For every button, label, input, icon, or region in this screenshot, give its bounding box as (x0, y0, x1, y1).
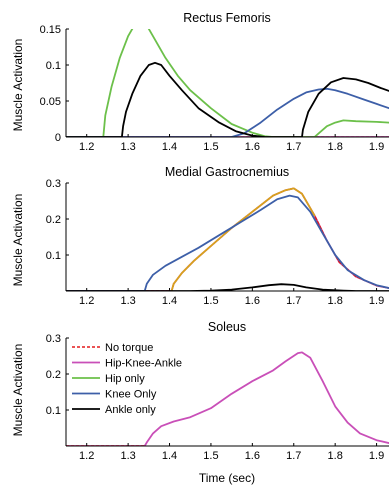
legend: No torque Hip-Knee-Ankle Hip only Knee Only… (72, 342, 182, 416)
x-tick-label: 1.8 (328, 141, 343, 153)
x-tick-label: 1.7 (286, 141, 301, 153)
y-tick-label: 0.1 (46, 250, 61, 262)
chart-title: Rectus Femoris (183, 11, 271, 25)
rectus-femoris-panel: Rectus Femoris Muscle Activation 1.2 1.3 1… (11, 11, 389, 153)
x-tick-label: 1.7 (286, 295, 301, 307)
x-tick-label: 1.2 (79, 141, 94, 153)
plot-area: 1.2 1.3 1.4 1.5 1.6 1.7 1.8 1.9 0.1 0.2 0.3 No torq… (46, 333, 389, 462)
legend-label: Ankle only (105, 404, 156, 416)
y-tick-label: 0.1 (46, 405, 61, 417)
y-tick-label: 0.2 (46, 369, 61, 381)
legend-label: No torque (105, 342, 153, 354)
series-line-knee-only (66, 87, 389, 137)
medial-gastrocnemius-panel: Medial Gastrocnemius Muscle Activation 1… (11, 165, 389, 307)
x-tick-label: 1.6 (245, 450, 260, 462)
series-line-hip-knee-ankle (66, 351, 389, 446)
x-tick-label: 1.3 (120, 450, 135, 462)
x-tick-label: 1.2 (79, 295, 94, 307)
x-tick-label: 1.4 (162, 141, 177, 153)
series-line-no-torque (66, 187, 389, 291)
series-line-hip-only (170, 187, 316, 291)
y-tick-label: 0.05 (40, 96, 61, 108)
x-tick-label: 1.6 (245, 141, 260, 153)
series-group (66, 29, 389, 137)
y-axis-label: Muscle Activation (11, 194, 25, 287)
x-tick-label: 1.2 (79, 450, 94, 462)
series-line-hip-only (66, 29, 389, 137)
y-tick-label: 0.2 (46, 214, 61, 226)
series-group (66, 187, 389, 291)
series-line-ankle-only (66, 283, 389, 291)
y-axis-label: Muscle Activation (11, 344, 25, 437)
x-tick-label: 1.3 (120, 141, 135, 153)
x-tick-label: 1.8 (328, 450, 343, 462)
legend-label: Hip only (105, 373, 145, 385)
x-tick-label: 1.8 (328, 295, 343, 307)
y-tick-label: 0.15 (40, 24, 61, 36)
series-line-knee-only (66, 194, 389, 291)
x-tick-label: 1.6 (245, 295, 260, 307)
x-tick-label: 1.9 (369, 141, 384, 153)
y-axis-label: Muscle Activation (11, 39, 25, 132)
x-tick-label: 1.4 (162, 450, 177, 462)
chart-title: Medial Gastrocnemius (165, 165, 289, 179)
series-line-hip-knee-ankle (66, 187, 389, 291)
x-tick-label: 1.5 (203, 295, 218, 307)
legend-label: Knee Only (105, 389, 157, 401)
x-tick-label: 1.3 (120, 295, 135, 307)
x-tick-label: 1.9 (369, 295, 384, 307)
y-tick-label: 0.3 (46, 178, 61, 190)
x-axis-label: Time (sec) (199, 471, 255, 485)
y-tick-label: 0 (55, 132, 61, 144)
chart-title: Soleus (208, 320, 246, 334)
x-tick-label: 1.4 (162, 295, 177, 307)
plot-area: 1.2 1.3 1.4 1.5 1.6 1.7 1.8 1.9 0 0.05 0.1 0.15 (40, 24, 389, 153)
plot-area: 1.2 1.3 1.4 1.5 1.6 1.7 1.8 1.9 0.1 0.2 0.3 (46, 178, 389, 307)
x-tick-label: 1.9 (369, 450, 384, 462)
x-tick-label: 1.7 (286, 450, 301, 462)
series-group (66, 351, 389, 446)
x-tick-label: 1.5 (203, 450, 218, 462)
soleus-panel: Soleus Muscle Activation 1.2 1.3 1.4 1.5 1.6… (11, 320, 389, 485)
legend-label: Hip-Knee-Ankle (105, 358, 182, 370)
series-line-ankle-only (66, 61, 389, 137)
y-tick-label: 0.1 (46, 60, 61, 72)
y-tick-label: 0.3 (46, 333, 61, 345)
x-tick-label: 1.5 (203, 141, 218, 153)
